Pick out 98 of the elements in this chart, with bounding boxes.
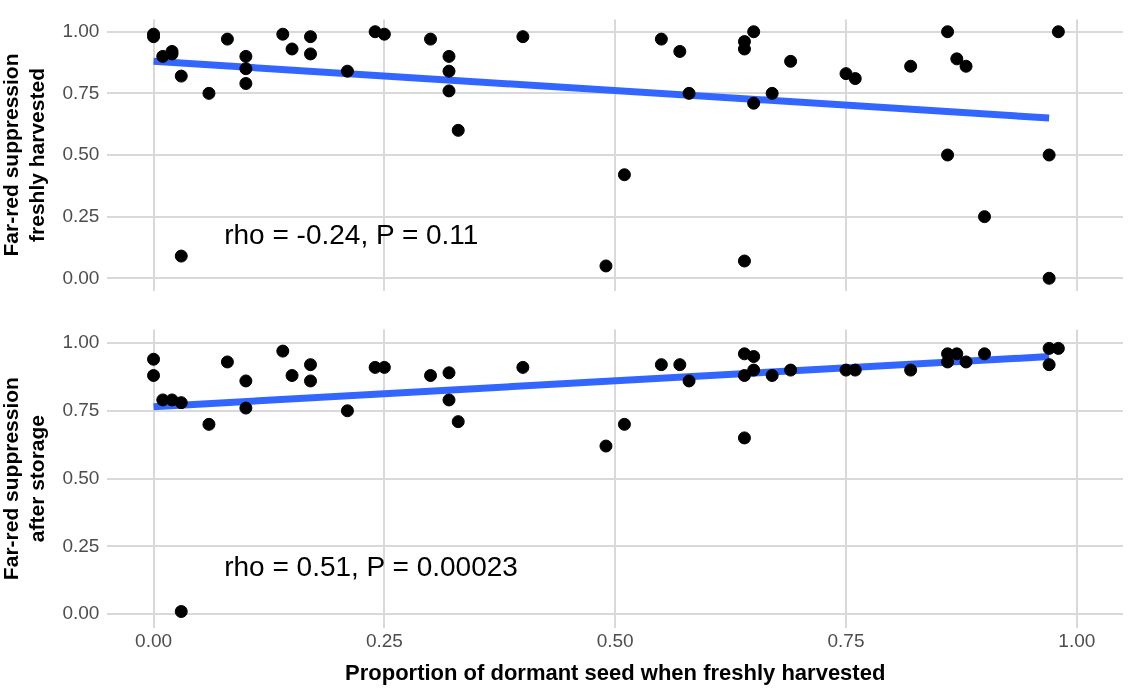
point [442,49,456,63]
annotation: rho = 0.51, P = 0.00023 [224,550,518,582]
point [682,86,696,100]
point [784,54,798,68]
point [174,69,188,83]
point [737,431,751,445]
point [276,27,290,41]
point [377,360,391,374]
point [747,350,761,364]
point [276,344,290,358]
point [673,358,687,372]
point [220,32,234,46]
point [239,62,253,76]
point [747,363,761,377]
y-tick-label: 0.75 [62,399,100,421]
point [1042,358,1056,372]
y-tick-label: 1.00 [62,19,100,41]
y-tick-label: 0.75 [62,81,100,103]
point [747,25,761,39]
point [599,259,613,273]
point [147,352,161,366]
x-tick-label: 0.50 [596,630,634,652]
point [848,72,862,86]
point [239,401,253,415]
point [941,355,955,369]
point [220,355,234,369]
point [424,32,438,46]
point [451,123,465,137]
point [516,360,530,374]
annotation: rho = -0.24, P = 0.11 [224,219,479,251]
point [950,347,964,361]
point [202,417,216,431]
point [442,366,456,380]
point [304,358,317,372]
x-tick-label: 0.00 [135,630,173,652]
point [442,64,456,78]
point [978,210,992,224]
point [1051,341,1065,355]
point [839,67,853,81]
point [765,369,779,383]
point [959,355,973,369]
point [174,396,188,410]
point [377,27,391,41]
point [904,59,918,73]
point [442,393,456,407]
point [941,25,955,39]
point [516,30,530,44]
y-axis-title: Far-red suppression freshly harvested [0,53,48,257]
point [442,84,456,98]
point [285,369,299,383]
point [950,52,964,66]
point [239,77,253,90]
point [239,49,253,63]
point [978,347,992,361]
y-tick-label: 0.25 [62,204,100,226]
point [1042,148,1056,162]
point [285,42,299,56]
point [147,369,161,383]
point [765,86,779,100]
point [654,32,668,46]
y-tick-label: 0.00 [62,266,100,288]
point [941,148,955,162]
x-tick-label: 1.00 [1058,630,1096,652]
y-tick-label: 0.50 [62,466,100,488]
point [737,369,751,383]
y-tick-label: 0.50 [62,143,100,165]
point [174,605,188,619]
point [174,249,188,263]
x-tick-label: 0.75 [827,630,865,652]
point [239,374,253,388]
point [737,254,751,268]
point [304,374,317,388]
point [202,86,216,100]
point [304,47,317,61]
point [304,30,317,44]
point [340,64,354,78]
x-axis-title: Proportion of dormant seed when freshly harvested [345,659,886,685]
point [959,59,973,73]
point [451,415,465,429]
point [424,369,438,383]
x-tick-label: 0.25 [365,630,403,652]
point [654,358,668,372]
point [784,363,798,377]
point [1051,25,1065,39]
point [747,96,761,110]
point [673,44,687,58]
point [904,363,918,377]
y-tick-label: 0.00 [62,602,100,624]
point [617,417,631,431]
point [599,439,613,453]
point [848,363,862,377]
point [340,404,354,418]
y-axis-title: Far-red suppression after storage [0,377,48,581]
point [617,168,631,182]
point [682,374,696,388]
point [1042,271,1056,285]
y-tick-label: 0.25 [62,534,100,556]
y-tick-label: 1.00 [62,331,100,353]
